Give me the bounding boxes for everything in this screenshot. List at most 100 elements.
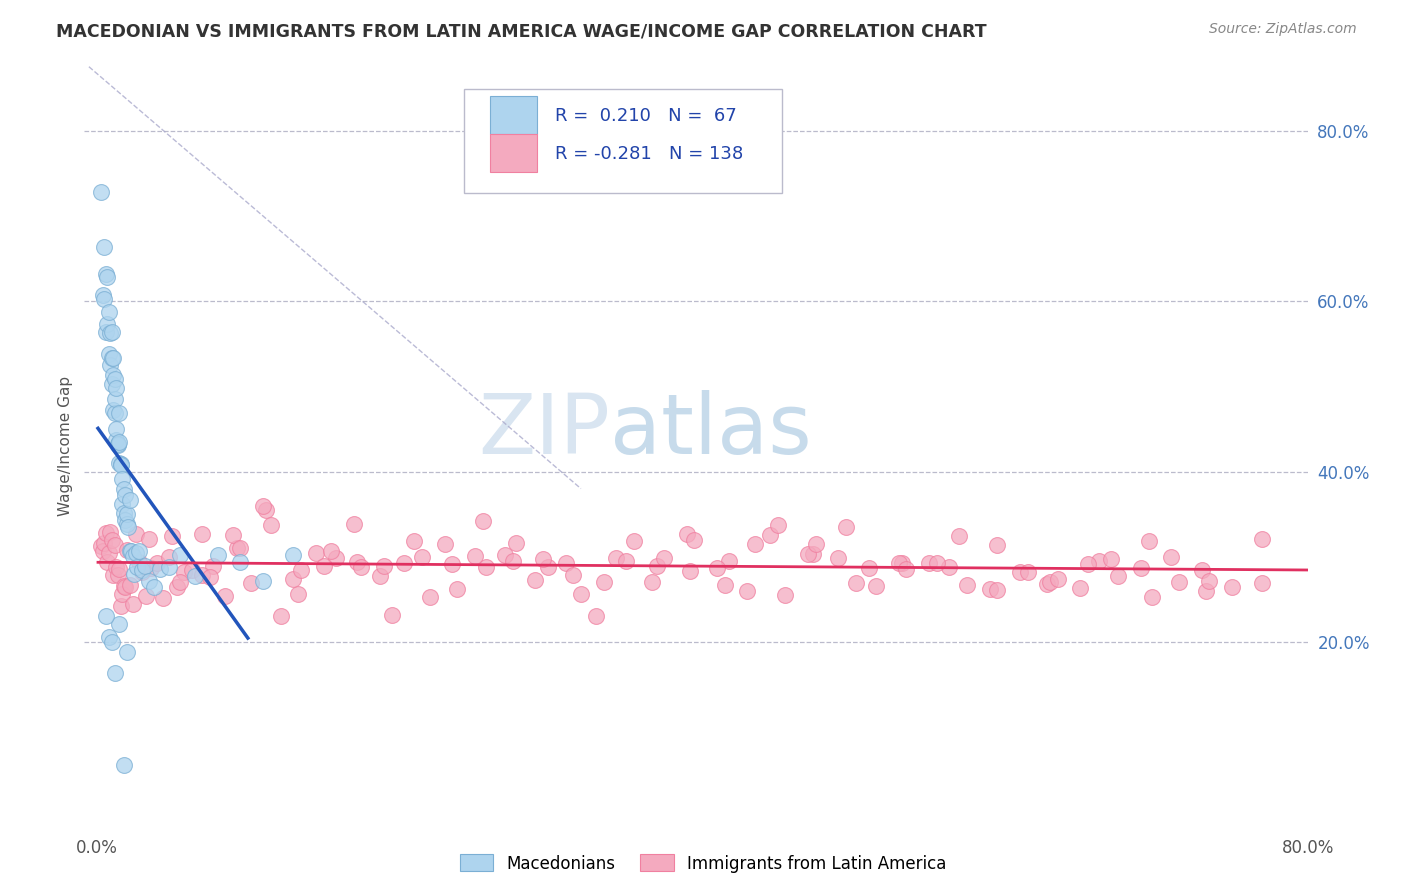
Point [845,576,868,591]
Point [93,240,115,254]
Point [96,318,118,332]
Point [93,536,115,550]
Point [418,590,440,604]
Point [115,507,138,521]
Point [1130,561,1153,575]
Point [184,569,207,583]
Point [96,555,118,569]
Point [1107,569,1129,583]
Point [112,579,135,593]
Point [827,551,849,566]
Point [536,559,558,574]
Point [925,556,948,570]
Point [713,578,735,592]
Point [128,543,150,558]
Point [1137,533,1160,548]
Point [226,541,249,555]
Point [1087,554,1109,568]
FancyBboxPatch shape [464,89,782,193]
Point [114,580,136,594]
Point [100,634,122,648]
Point [1251,575,1274,590]
Point [105,422,128,436]
Point [118,492,141,507]
Point [433,537,456,551]
Point [112,757,135,772]
Point [683,533,706,547]
Point [252,574,274,589]
Point [114,513,136,527]
Point [100,351,122,365]
Point [502,554,524,568]
Point [1017,566,1039,580]
Point [585,609,607,624]
Point [652,550,675,565]
Point [381,607,404,622]
Point [105,434,128,448]
Point [157,559,180,574]
Point [104,372,127,386]
Point [343,516,366,531]
Point [135,589,157,603]
Point [90,185,112,199]
Point [569,587,592,601]
Point [766,517,789,532]
Point [325,551,347,566]
Point [1191,563,1213,577]
Point [93,292,115,306]
Point [446,582,468,597]
Point [229,555,252,569]
Point [531,552,554,566]
Point [441,557,464,571]
Point [1198,574,1220,588]
Point [139,561,162,575]
Point [105,381,128,395]
Point [90,539,112,553]
Bar [491,95,537,134]
Point [101,568,124,582]
Point [104,406,127,420]
Point [404,533,426,548]
Point [804,537,827,551]
Point [97,347,120,361]
Point [169,575,191,590]
Point [554,557,576,571]
Point [191,568,214,582]
Point [107,568,129,582]
Point [1046,573,1069,587]
Point [134,558,156,573]
Point [986,582,1008,597]
Point [464,549,486,564]
Point [160,529,183,543]
Point [111,472,134,486]
Point [321,544,343,558]
Point [110,458,132,472]
Point [835,520,858,534]
Point [91,544,114,558]
Point [97,546,120,560]
Point [131,566,153,580]
Point [127,560,149,574]
Point [744,537,766,551]
Point [858,561,880,575]
Point [94,325,117,339]
Text: R =  0.210   N =  67: R = 0.210 N = 67 [555,107,737,125]
Point [1036,577,1059,591]
Point [138,574,160,588]
Point [152,591,174,606]
Point [121,549,143,563]
Text: R = -0.281   N = 138: R = -0.281 N = 138 [555,145,744,163]
Point [166,580,188,594]
Point [645,559,668,574]
Point [350,560,373,574]
Point [98,326,121,340]
Point [938,559,960,574]
Point [494,548,516,562]
Point [180,563,202,577]
Point [1069,581,1091,595]
Point [471,514,494,528]
Point [562,567,585,582]
Point [1251,533,1274,547]
Point [101,368,124,383]
Text: atlas: atlas [610,390,813,471]
